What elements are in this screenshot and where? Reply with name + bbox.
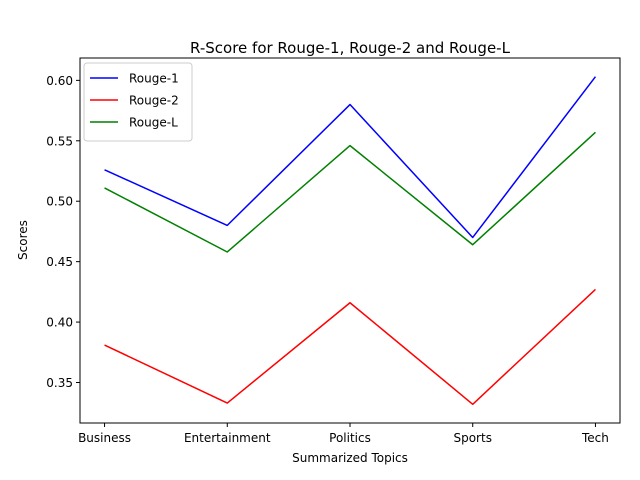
- x-tick-label: Entertainment: [184, 431, 271, 445]
- y-tick-label: 0.40: [46, 316, 73, 330]
- y-tick-label: 0.60: [46, 74, 73, 88]
- series-line-rouge-l: [104, 131, 596, 253]
- y-tick-label: 0.55: [46, 134, 73, 148]
- x-tick-label: Business: [78, 431, 131, 445]
- legend-label-rouge-1: Rouge-1: [129, 72, 179, 86]
- legend: Rouge-1 Rouge-2 Rouge-L: [83, 62, 193, 142]
- x-tick-label: Politics: [329, 431, 371, 445]
- series-line-rouge-2: [104, 288, 596, 406]
- y-tick-label: 0.50: [46, 195, 73, 209]
- y-tick-label: 0.35: [46, 376, 73, 390]
- series-line-rouge-1: [104, 76, 597, 239]
- x-tick-label: Sports: [453, 431, 491, 445]
- legend-label-rouge-l: Rouge-L: [129, 116, 178, 130]
- y-tick-label: 0.45: [46, 255, 73, 269]
- chart-title: R-Score for Rouge-1, Rouge-2 and Rouge-L: [190, 39, 511, 57]
- legend-label-rouge-2: Rouge-2: [129, 94, 179, 108]
- x-tick-label: Tech: [581, 431, 609, 445]
- y-axis-label: Scores: [16, 220, 30, 260]
- y-axis-ticks: 0.35 0.40 0.45 0.50 0.55 0.60: [46, 74, 80, 390]
- series-layer: [104, 76, 597, 406]
- x-axis-ticks: Business Entertainment Politics Sports Tech: [78, 423, 609, 445]
- x-axis-label: Summarized Topics: [292, 451, 408, 465]
